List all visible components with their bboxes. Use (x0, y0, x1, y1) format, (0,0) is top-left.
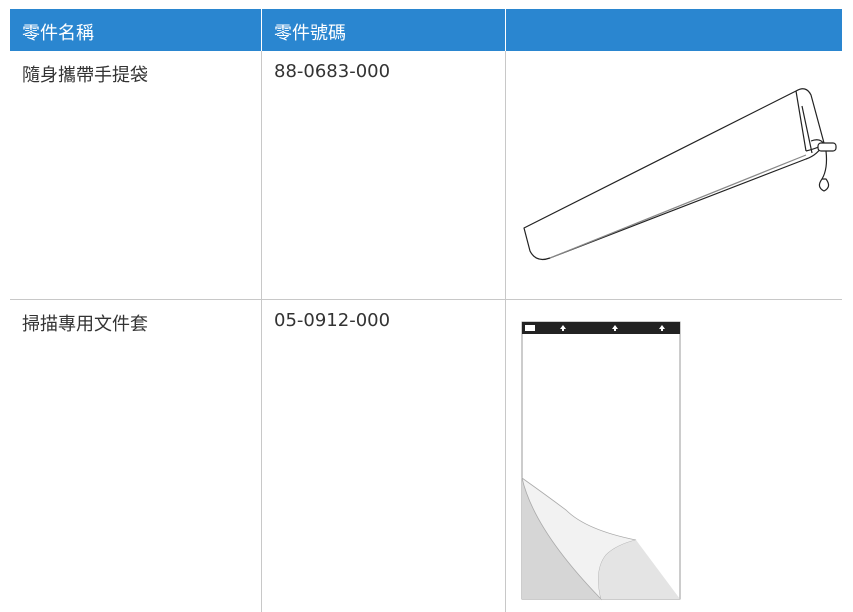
bag-illustration (523, 88, 837, 261)
header-cell: 零件名稱 (10, 9, 262, 51)
part-number: 05-0912-000 (262, 300, 506, 612)
part-number: 88-0683-000 (262, 51, 506, 300)
header-cell (506, 9, 842, 51)
image-cell (506, 51, 842, 300)
part-name: 掃描專用文件套 (10, 300, 262, 612)
part-name: 隨身攜帶手提袋 (10, 51, 262, 300)
sleeve-illustration (521, 321, 681, 601)
header-cell: 零件號碼 (262, 9, 506, 51)
